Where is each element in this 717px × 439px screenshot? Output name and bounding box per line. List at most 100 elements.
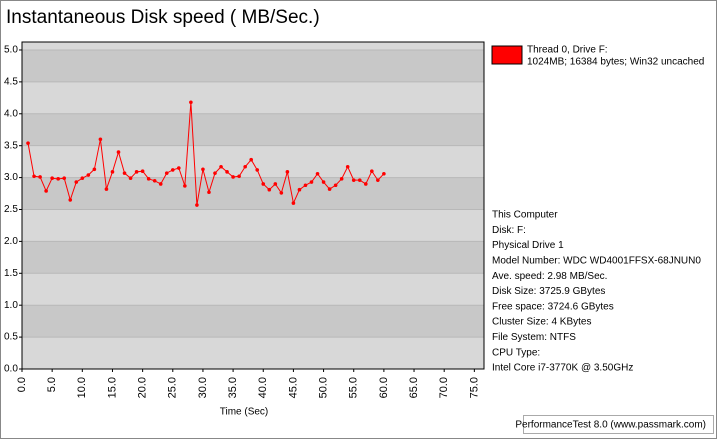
data-point (261, 182, 266, 186)
data-point (201, 167, 205, 172)
info-line: Intel Core i7-3770K @ 3.50GHz (492, 363, 633, 374)
y-tick-label: 0.0 (4, 364, 18, 375)
data-point (177, 166, 181, 170)
info-line: Disk Size: 3725.9 GBytes (492, 286, 605, 297)
x-tick-label: 45.0 (287, 377, 299, 398)
plot-band (22, 177, 484, 210)
data-point (183, 184, 187, 188)
data-point (303, 183, 308, 188)
y-tick-label: 4.0 (4, 108, 18, 119)
legend-description: 1024MB; 16384 bytes; Win32 uncached (527, 57, 704, 68)
legend-swatch (491, 45, 523, 65)
data-point (50, 176, 54, 181)
data-point (98, 137, 103, 142)
data-point (62, 176, 67, 181)
legend-name: Thread 0, Drive F: (527, 45, 608, 56)
footer-box (523, 415, 714, 434)
x-tick-label: 55.0 (348, 377, 360, 398)
data-point (327, 187, 332, 191)
data-point (170, 168, 175, 172)
y-tick-label: 4.5 (4, 77, 18, 88)
data-point (291, 201, 296, 205)
plot-band (22, 49, 484, 82)
x-tick-label: 10.0 (76, 377, 88, 398)
data-point (56, 177, 60, 181)
data-point (382, 171, 386, 176)
plot-band (22, 241, 484, 274)
x-tick-label: 60.0 (378, 377, 390, 398)
data-point (333, 183, 338, 188)
data-point (92, 167, 97, 172)
x-tick-label: 50.0 (317, 377, 329, 398)
data-point (26, 141, 30, 145)
data-point (267, 187, 272, 192)
plot-border (21, 41, 485, 370)
data-point (309, 180, 314, 184)
x-tick-label: 20.0 (137, 377, 149, 398)
data-point (237, 174, 241, 179)
y-tick-label: 0.5 (4, 332, 18, 343)
data-point (110, 170, 115, 174)
plot-band (22, 209, 484, 242)
x-tick-label: 15.0 (106, 377, 118, 398)
data-point (38, 175, 42, 179)
y-tick-label: 3.0 (4, 172, 18, 183)
info-line: CPU Type: (492, 347, 540, 358)
info-line: This Computer (492, 210, 558, 221)
plot-band (22, 145, 484, 178)
x-tick-label: 75.0 (468, 377, 480, 398)
data-point (146, 177, 151, 181)
data-point (140, 169, 145, 174)
y-tick-label: 2.0 (4, 236, 18, 247)
y-tick-label: 3.5 (4, 140, 18, 151)
data-point (363, 182, 368, 186)
data-point (249, 157, 253, 162)
data-point (345, 164, 350, 169)
data-point (225, 170, 229, 174)
data-point (122, 171, 127, 175)
data-point (152, 178, 157, 183)
y-tick-label: 2.5 (4, 204, 18, 215)
data-point (339, 177, 344, 181)
data-point (158, 182, 163, 186)
data-point (285, 170, 290, 174)
data-point (86, 173, 91, 177)
data-point (219, 164, 223, 169)
y-tick-label: 5.0 (4, 45, 18, 56)
y-tick-label: 1.5 (4, 268, 18, 279)
footer: PerformanceTest 8.0 (www.passmark.com) (515, 420, 706, 431)
info-line: Cluster Size: 4 KBytes (492, 317, 591, 328)
data-point (255, 168, 260, 172)
data-point (74, 180, 79, 184)
x-axis-label: Time (Sec) (220, 407, 269, 418)
data-point (164, 171, 169, 175)
data-point (273, 182, 278, 186)
data-point (195, 203, 199, 207)
info-line: Disk: F: (492, 225, 526, 236)
x-tick-label: 40.0 (257, 377, 269, 398)
data-point (189, 100, 193, 105)
x-tick-label: 65.0 (408, 377, 420, 398)
data-point (321, 180, 326, 184)
x-tick-label: 25.0 (167, 377, 179, 398)
data-point (243, 164, 247, 169)
info-line: File System: NTFS (492, 332, 576, 343)
data-point (68, 198, 73, 202)
data-point (134, 170, 139, 174)
data-point (279, 191, 284, 195)
chart-title: Instantaneous Disk speed ( MB/Sec.) (6, 7, 320, 28)
data-point (32, 174, 36, 179)
info-line: Physical Drive 1 (492, 240, 564, 251)
plot-band (22, 81, 484, 114)
data-point (376, 178, 380, 182)
x-tick-label: 30.0 (197, 377, 209, 398)
plot-band (22, 42, 484, 50)
data-point (351, 178, 356, 182)
plot-band (22, 305, 484, 338)
data-point (357, 178, 362, 182)
data-point (297, 187, 302, 192)
data-point (213, 171, 217, 175)
data-point (370, 169, 374, 174)
plot-band (22, 337, 484, 369)
